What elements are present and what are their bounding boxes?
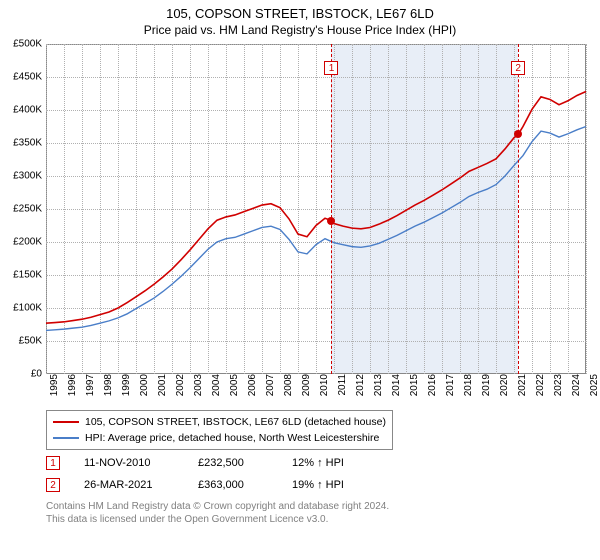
legend-label: HPI: Average price, detached house, Nort… bbox=[85, 430, 379, 446]
x-tick-label: 1996 bbox=[64, 374, 78, 396]
x-tick-label: 2007 bbox=[262, 374, 276, 396]
sale-badge: 2 bbox=[46, 478, 60, 492]
x-tick-label: 2016 bbox=[424, 374, 438, 396]
marker-badge: 1 bbox=[324, 61, 338, 75]
x-tick-label: 2018 bbox=[460, 374, 474, 396]
x-tick-label: 2019 bbox=[478, 374, 492, 396]
y-tick-label: £150K bbox=[13, 270, 46, 281]
sale-row: 1 11-NOV-2010 £232,500 12% ↑ HPI bbox=[46, 452, 382, 474]
x-tick-label: 2022 bbox=[532, 374, 546, 396]
sale-badge: 1 bbox=[46, 456, 60, 470]
y-tick-label: £100K bbox=[13, 303, 46, 314]
x-tick-label: 2009 bbox=[298, 374, 312, 396]
legend-row: HPI: Average price, detached house, Nort… bbox=[53, 430, 386, 446]
marker-badge: 2 bbox=[511, 61, 525, 75]
sale-row: 2 26-MAR-2021 £363,000 19% ↑ HPI bbox=[46, 474, 382, 496]
x-tick-label: 2013 bbox=[370, 374, 384, 396]
legend-swatch bbox=[53, 437, 79, 439]
sale-price: £363,000 bbox=[198, 479, 268, 491]
chart-container: 105, COPSON STREET, IBSTOCK, LE67 6LD Pr… bbox=[0, 0, 600, 560]
x-tick-label: 2023 bbox=[550, 374, 564, 396]
sale-date: 11-NOV-2010 bbox=[84, 457, 174, 469]
y-tick-label: £250K bbox=[13, 204, 46, 215]
footer-line-1: Contains HM Land Registry data © Crown c… bbox=[46, 500, 389, 513]
x-tick-label: 2000 bbox=[136, 374, 150, 396]
x-tick-label: 1997 bbox=[82, 374, 96, 396]
x-tick-label: 1995 bbox=[46, 374, 60, 396]
marker-dot bbox=[514, 130, 522, 138]
series-line-hpi bbox=[46, 127, 586, 331]
x-tick-label: 2010 bbox=[316, 374, 330, 396]
marker-line bbox=[518, 44, 519, 374]
x-tick-label: 2002 bbox=[172, 374, 186, 396]
y-tick-label: £0 bbox=[31, 369, 46, 380]
legend-swatch bbox=[53, 421, 79, 423]
x-tick-label: 2017 bbox=[442, 374, 456, 396]
sale-diff: 19% ↑ HPI bbox=[292, 479, 382, 491]
sale-price: £232,500 bbox=[198, 457, 268, 469]
footer-line-2: This data is licensed under the Open Gov… bbox=[46, 513, 389, 526]
y-tick-label: £350K bbox=[13, 138, 46, 149]
legend-label: 105, COPSON STREET, IBSTOCK, LE67 6LD (d… bbox=[85, 414, 386, 430]
title-address: 105, COPSON STREET, IBSTOCK, LE67 6LD bbox=[0, 6, 600, 21]
x-tick-label: 2012 bbox=[352, 374, 366, 396]
x-tick-label: 2008 bbox=[280, 374, 294, 396]
x-tick-label: 1999 bbox=[118, 374, 132, 396]
x-tick-label: 2001 bbox=[154, 374, 168, 396]
legend-row: 105, COPSON STREET, IBSTOCK, LE67 6LD (d… bbox=[53, 414, 386, 430]
sale-date: 26-MAR-2021 bbox=[84, 479, 174, 491]
line-series-svg bbox=[46, 44, 586, 374]
series-line-property bbox=[46, 92, 586, 324]
title-block: 105, COPSON STREET, IBSTOCK, LE67 6LD Pr… bbox=[0, 0, 600, 39]
legend: 105, COPSON STREET, IBSTOCK, LE67 6LD (d… bbox=[46, 410, 393, 450]
y-tick-label: £500K bbox=[13, 39, 46, 50]
x-tick-label: 1998 bbox=[100, 374, 114, 396]
x-tick-label: 2020 bbox=[496, 374, 510, 396]
x-tick-label: 2024 bbox=[568, 374, 582, 396]
x-tick-label: 2025 bbox=[586, 374, 600, 396]
sale-diff: 12% ↑ HPI bbox=[292, 457, 382, 469]
title-subtitle: Price paid vs. HM Land Registry's House … bbox=[0, 23, 600, 37]
x-tick-label: 2006 bbox=[244, 374, 258, 396]
y-tick-label: £50K bbox=[19, 336, 46, 347]
y-tick-label: £300K bbox=[13, 171, 46, 182]
attribution-footer: Contains HM Land Registry data © Crown c… bbox=[46, 500, 389, 526]
gridline-vertical bbox=[586, 44, 587, 374]
marker-line bbox=[331, 44, 332, 374]
x-tick-label: 2005 bbox=[226, 374, 240, 396]
sales-table: 1 11-NOV-2010 £232,500 12% ↑ HPI 2 26-MAR-202… bbox=[46, 452, 382, 496]
x-tick-label: 2003 bbox=[190, 374, 204, 396]
plot-area: £0£50K£100K£150K£200K£250K£300K£350K£400… bbox=[46, 44, 586, 374]
x-tick-label: 2014 bbox=[388, 374, 402, 396]
y-tick-label: £200K bbox=[13, 237, 46, 248]
marker-dot bbox=[327, 217, 335, 225]
y-tick-label: £400K bbox=[13, 105, 46, 116]
x-tick-label: 2015 bbox=[406, 374, 420, 396]
x-tick-label: 2011 bbox=[334, 374, 348, 396]
y-tick-label: £450K bbox=[13, 72, 46, 83]
x-tick-label: 2004 bbox=[208, 374, 222, 396]
x-tick-label: 2021 bbox=[514, 374, 528, 396]
